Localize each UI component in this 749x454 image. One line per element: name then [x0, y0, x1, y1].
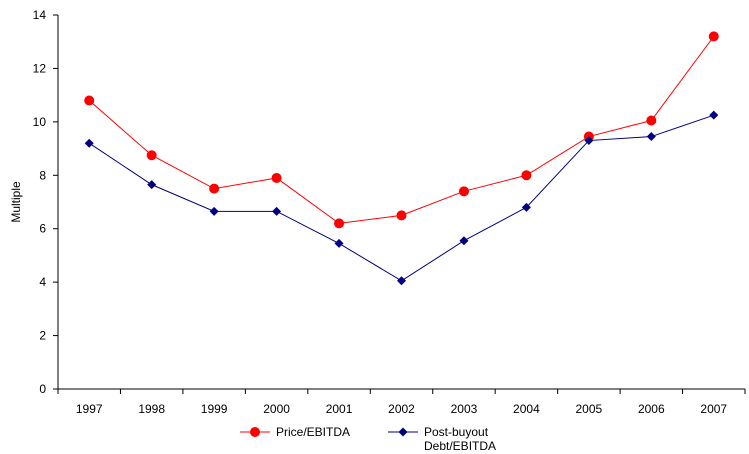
data-point	[708, 31, 719, 42]
y-tick-label: 10	[33, 115, 47, 129]
x-tick-label: 2002	[388, 402, 415, 416]
data-point	[84, 138, 94, 148]
legend-label: Debt/EBITDA	[424, 439, 496, 453]
data-point	[459, 236, 469, 246]
data-point	[147, 180, 157, 190]
x-tick-label: 2000	[263, 402, 290, 416]
x-tick-label: 1998	[138, 402, 165, 416]
data-point	[334, 238, 344, 248]
y-tick-label: 6	[39, 222, 46, 236]
y-tick-label: 4	[39, 275, 46, 289]
data-point	[458, 186, 469, 197]
series-line	[88, 36, 715, 224]
data-point	[396, 210, 407, 221]
series-1	[84, 110, 719, 286]
series-0	[84, 31, 719, 229]
legend-label: Price/EBITDA	[276, 425, 350, 439]
y-tick-label: 2	[39, 329, 46, 343]
data-point	[84, 95, 95, 106]
data-point	[646, 115, 657, 126]
x-tick-label: 2003	[451, 402, 478, 416]
series-line	[88, 114, 714, 282]
y-tick-label: 12	[33, 61, 47, 75]
x-tick-label: 2005	[576, 402, 603, 416]
data-point	[209, 206, 219, 216]
data-point	[334, 218, 345, 229]
data-point	[709, 110, 719, 120]
data-point	[397, 276, 406, 286]
y-axis-title: Multiple	[9, 181, 23, 223]
x-tick-label: 2007	[700, 402, 727, 416]
legend-marker	[398, 427, 408, 437]
legend-item: Price/EBITDA	[240, 425, 350, 439]
data-point	[272, 206, 282, 216]
legend-marker	[250, 427, 260, 437]
y-tick-label: 0	[39, 382, 46, 396]
data-point	[646, 132, 656, 142]
x-tick-label: 1997	[76, 402, 103, 416]
data-point	[209, 183, 220, 194]
data-point	[521, 202, 531, 212]
data-point	[584, 136, 594, 146]
x-tick-label: 1999	[201, 402, 228, 416]
data-point	[521, 170, 532, 181]
x-tick-label: 2001	[326, 402, 353, 416]
x-tick-label: 2006	[638, 402, 665, 416]
legend-label: Post-buyout	[424, 425, 489, 439]
y-axis: 0 2 4 6 8 10 12 14	[33, 8, 59, 396]
data-point	[271, 172, 282, 183]
data-point	[146, 150, 157, 161]
x-tick-label: 2004	[513, 402, 540, 416]
series-layer	[84, 31, 719, 286]
x-axis: 1997 1998 1999 2000 2001 2002 2003 2004 2005 2006…	[57, 388, 746, 416]
y-tick-label: 8	[39, 168, 46, 182]
y-tick-label: 14	[33, 8, 47, 22]
